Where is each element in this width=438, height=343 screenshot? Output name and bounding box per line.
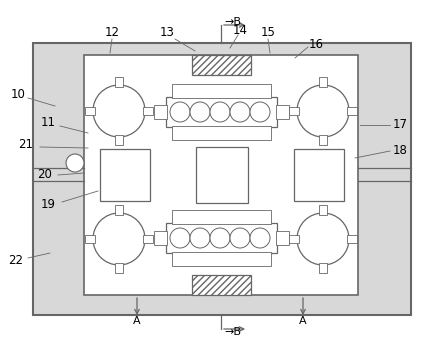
Circle shape — [190, 228, 210, 248]
Circle shape — [93, 213, 145, 265]
Text: 14: 14 — [233, 24, 247, 36]
Text: 10: 10 — [11, 88, 25, 102]
Circle shape — [230, 228, 250, 248]
Bar — [192, 275, 251, 295]
Bar — [166, 223, 277, 253]
Bar — [289, 107, 299, 115]
Bar — [33, 43, 411, 315]
Bar — [319, 77, 327, 87]
Bar — [154, 105, 167, 119]
Circle shape — [170, 228, 190, 248]
Bar — [85, 235, 95, 243]
Text: →B: →B — [225, 327, 241, 337]
Circle shape — [210, 228, 230, 248]
Bar — [289, 235, 299, 243]
Bar — [196, 147, 248, 203]
Text: 18: 18 — [392, 144, 407, 157]
Bar — [143, 107, 153, 115]
Text: 15: 15 — [261, 26, 276, 39]
Bar — [115, 263, 123, 273]
Text: 19: 19 — [40, 199, 56, 212]
Circle shape — [230, 102, 250, 122]
Bar — [115, 135, 123, 145]
Bar — [172, 84, 271, 98]
Text: 13: 13 — [159, 26, 174, 39]
Bar — [172, 210, 271, 224]
Bar — [115, 77, 123, 87]
Text: 16: 16 — [308, 37, 324, 50]
Bar — [192, 55, 251, 75]
Bar — [319, 135, 327, 145]
Circle shape — [66, 154, 84, 172]
Circle shape — [210, 102, 230, 122]
Text: 20: 20 — [38, 168, 53, 181]
Bar — [276, 105, 289, 119]
Circle shape — [250, 102, 270, 122]
Bar — [115, 205, 123, 215]
Bar — [85, 107, 95, 115]
Bar — [84, 55, 358, 295]
Bar — [143, 235, 153, 243]
Text: A: A — [299, 316, 307, 326]
Circle shape — [170, 102, 190, 122]
Text: 21: 21 — [18, 139, 33, 152]
Bar — [100, 149, 150, 201]
Bar — [319, 205, 327, 215]
Bar — [276, 231, 289, 245]
Bar — [172, 252, 271, 266]
Bar — [166, 97, 277, 127]
Text: 12: 12 — [105, 26, 120, 39]
Bar — [172, 126, 271, 140]
Text: A: A — [133, 316, 141, 326]
Text: 22: 22 — [8, 255, 24, 268]
Circle shape — [93, 85, 145, 137]
Circle shape — [250, 228, 270, 248]
Circle shape — [297, 85, 349, 137]
Bar — [347, 107, 357, 115]
Text: →B: →B — [225, 17, 241, 27]
Circle shape — [190, 102, 210, 122]
Bar — [347, 235, 357, 243]
Bar — [154, 231, 167, 245]
Circle shape — [297, 213, 349, 265]
Text: 11: 11 — [40, 117, 56, 130]
Text: 17: 17 — [392, 118, 407, 131]
Bar — [319, 263, 327, 273]
Bar — [294, 149, 344, 201]
